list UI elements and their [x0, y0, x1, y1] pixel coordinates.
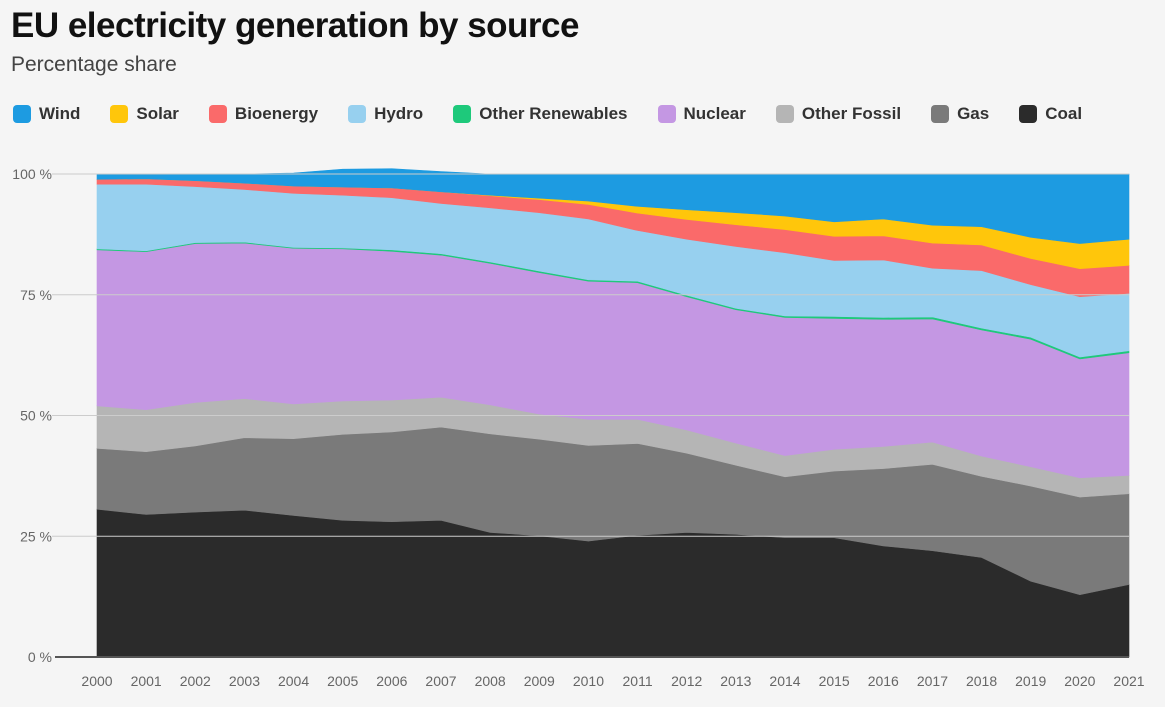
x-tick-label: 2011 [623, 673, 653, 689]
legend-item-nuclear: Nuclear [657, 104, 746, 124]
legend-swatch-hydro [348, 105, 367, 123]
legend-item-other-fossil: Other Fossil [775, 104, 902, 124]
x-tick-label: 2004 [278, 673, 309, 689]
legend-label-other-renewables: Other Renewables [479, 104, 628, 123]
legend-item-wind: Wind [13, 104, 80, 124]
area-wind [96, 168, 1130, 244]
legend-label-bioenergy: Bioenergy [234, 104, 319, 123]
legend-swatch-other-renewables [453, 105, 472, 123]
x-tick-label: 2019 [1015, 673, 1046, 689]
legend-swatch-bioenergy [208, 105, 227, 123]
legend-swatch-gas [931, 105, 950, 123]
legend-swatch-coal [1019, 105, 1038, 123]
legend-swatch-solar [110, 105, 129, 123]
x-tick-label: 2012 [671, 673, 702, 689]
legend-label-gas: Gas [957, 104, 990, 123]
y-tick-label: 75 % [20, 287, 52, 303]
legend-swatch-nuclear [657, 105, 676, 123]
x-tick-label: 2002 [180, 673, 211, 689]
x-tick-label: 2016 [868, 673, 899, 689]
x-tick-label: 2014 [769, 673, 800, 689]
x-tick-label: 2013 [720, 673, 751, 689]
x-tick-label: 2001 [131, 673, 162, 689]
legend-swatch-wind [13, 105, 31, 123]
x-tick-label: 2009 [524, 673, 555, 689]
chart-subtitle: Percentage share [11, 53, 177, 76]
legend-swatch-other-fossil [775, 105, 794, 123]
legend-item-gas: Gas [931, 104, 989, 124]
chart-legend: Wind Solar Bioenergy Hydro Other Renewables N… [13, 104, 1112, 124]
x-tick-label: 2010 [573, 673, 604, 689]
x-tick-label: 2020 [1064, 673, 1095, 689]
x-tick-label: 2003 [229, 673, 260, 689]
legend-label-other-fossil: Other Fossil [801, 104, 902, 123]
y-tick-label: 25 % [20, 528, 52, 544]
chart-title: EU electricity generation by source [11, 6, 579, 45]
legend-item-solar: Solar [110, 104, 179, 124]
legend-label-wind: Wind [39, 104, 81, 123]
legend-item-bioenergy: Bioenergy [208, 104, 319, 124]
legend-item-coal: Coal [1019, 104, 1082, 124]
x-tick-label: 2018 [966, 673, 997, 689]
x-tick-label: 2021 [1113, 673, 1144, 689]
x-tick-label: 2006 [376, 673, 407, 689]
y-tick-label: 0 % [28, 649, 52, 665]
legend-item-hydro: Hydro [348, 104, 423, 124]
x-tick-label: 2000 [81, 673, 112, 689]
x-tick-label: 2007 [425, 673, 456, 689]
y-tick-label: 100 % [12, 166, 52, 182]
x-tick-label: 2005 [327, 673, 358, 689]
legend-label-solar: Solar [136, 104, 179, 123]
legend-label-hydro: Hydro [374, 104, 424, 123]
legend-label-nuclear: Nuclear [683, 104, 746, 123]
legend-label-coal: Coal [1045, 104, 1083, 123]
x-tick-label: 2017 [917, 673, 948, 689]
legend-item-other-renewables: Other Renewables [453, 104, 628, 124]
x-tick-label: 2008 [475, 673, 506, 689]
y-tick-label: 50 % [20, 408, 52, 424]
x-tick-label: 2015 [819, 673, 850, 689]
